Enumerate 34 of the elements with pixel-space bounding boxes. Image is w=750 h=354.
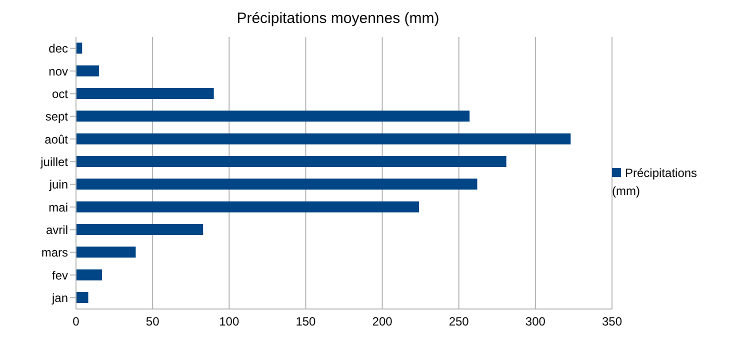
- y-tick-label: nov: [48, 64, 68, 78]
- y-tick-label: jan: [50, 290, 68, 305]
- y-tick-label: oct: [52, 86, 69, 101]
- bar: [76, 156, 506, 167]
- bar: [76, 65, 99, 76]
- x-tick-label: 0: [72, 314, 80, 329]
- y-tick-label: juin: [48, 178, 68, 192]
- bar: [76, 201, 420, 212]
- legend-label: Précipitations (mm): [612, 166, 698, 198]
- y-tick-label: juillet: [40, 154, 69, 169]
- bar: [76, 246, 136, 258]
- x-tick-label: 50: [146, 314, 160, 329]
- y-tick-label: fev: [52, 268, 68, 282]
- bar: [76, 224, 204, 235]
- bar: [76, 292, 88, 303]
- y-tick-label: mars: [41, 246, 68, 260]
- x-tick-label: 100: [219, 314, 240, 329]
- y-tick-label: avril: [46, 222, 68, 237]
- y-tick-label: dec: [48, 42, 68, 56]
- bar: [76, 42, 82, 54]
- y-tick-label: sept: [45, 110, 69, 124]
- x-tick-label: 300: [525, 314, 546, 329]
- y-tick-label: août: [44, 132, 69, 146]
- x-tick-label: 350: [602, 314, 622, 329]
- y-tick-label: mai: [48, 200, 68, 214]
- bar: [76, 133, 571, 144]
- bar: [76, 110, 470, 122]
- bar: [76, 178, 478, 190]
- x-tick-label: 150: [296, 314, 316, 329]
- bar: [76, 88, 214, 99]
- x-tick-label: 200: [372, 314, 393, 329]
- bar: [76, 269, 102, 280]
- chart-title: Précipitations moyennes (mm): [236, 10, 440, 27]
- x-tick-label: 250: [448, 314, 470, 329]
